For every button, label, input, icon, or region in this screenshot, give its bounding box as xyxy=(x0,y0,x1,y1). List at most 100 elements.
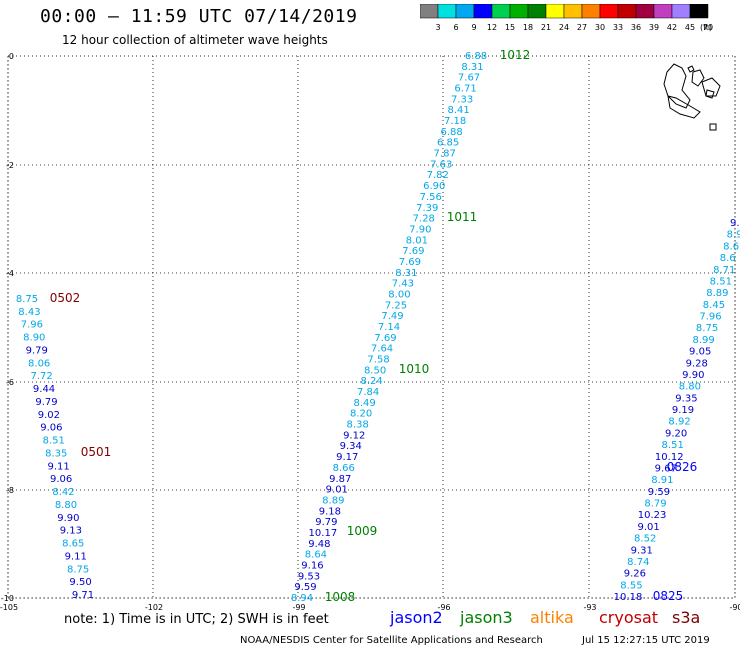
island-outline xyxy=(705,89,715,99)
track-b-value: 9.71 xyxy=(72,590,94,601)
scale-label: 39 xyxy=(649,23,659,32)
y-tick-label: -10 xyxy=(1,594,14,603)
track-a-value: 7.33 xyxy=(451,94,473,105)
credit-timestamp: Jul 15 12:27:15 UTC 2019 xyxy=(582,635,710,646)
track-a-value: 7.39 xyxy=(416,203,438,214)
scale-label: 30 xyxy=(595,23,605,32)
scale-label: 6 xyxy=(453,23,458,32)
track-a-value: 7.69 xyxy=(399,257,421,268)
track-b-value: 9.02 xyxy=(38,410,60,421)
track-c-value: 8.99 xyxy=(692,335,714,346)
legend-jason3: jason3 xyxy=(460,608,513,627)
track-a-value: 9.87 xyxy=(329,474,351,485)
track-a-value: 6.90 xyxy=(423,181,445,192)
track-a-value: 9.18 xyxy=(319,506,341,517)
credit-text: NOAA/NESDIS Center for Satellite Applica… xyxy=(240,635,543,646)
track-c-value: 8.45 xyxy=(703,300,725,311)
track-c-value: 8.55 xyxy=(620,580,642,591)
track-c-value: 9.01 xyxy=(637,522,659,533)
map-subtitle: 12 hour collection of altimeter wave hei… xyxy=(62,33,328,47)
color-scale: 3 6 9 12 15 18 21 24 27 30 33 36 39 42 45 70(ft) xyxy=(420,4,713,32)
scale-swatch xyxy=(689,4,709,19)
track-a-value: 7.25 xyxy=(385,300,407,311)
pass-label: 0825 xyxy=(653,589,684,603)
track-b-value: 7.96 xyxy=(21,320,43,331)
y-tick-label: -8 xyxy=(6,486,14,495)
track-b-value: 9.11 xyxy=(65,551,87,562)
track-a-value: 8.38 xyxy=(347,420,369,431)
track-c-value: 8.89 xyxy=(706,288,728,299)
scale-label: 12 xyxy=(487,23,497,32)
track-a-value: 7.18 xyxy=(444,116,466,127)
track-a-value: 9.16 xyxy=(301,560,323,571)
track-a-value: 6.85 xyxy=(437,138,459,149)
track-a-value: 10.17 xyxy=(309,528,338,539)
map-title: 00:00 – 11:59 UTC 07/14/2019 xyxy=(40,6,358,27)
x-tick-label: -99 xyxy=(292,603,305,612)
track-a-value: 8.50 xyxy=(364,365,386,376)
track-b-value: 8.75 xyxy=(16,294,38,305)
track-c-value: 8.51 xyxy=(710,276,732,287)
track-b-value: 9.44 xyxy=(33,384,55,395)
track-c-value: 8.74 xyxy=(627,557,649,568)
track-a-value: 7.69 xyxy=(402,246,424,257)
track-a-value: 8.24 xyxy=(360,376,382,387)
track-c-value: 9.0 xyxy=(730,218,740,229)
legend-jason2: jason2 xyxy=(390,608,443,627)
track-b-value: 9.90 xyxy=(57,513,79,524)
track-b-value: 8.42 xyxy=(52,487,74,498)
track-c-value: 8.6 xyxy=(720,253,736,264)
track-c-value: 8.52 xyxy=(634,534,656,545)
y-tick-label: 0 xyxy=(9,52,14,61)
legend-altika: altika xyxy=(530,608,574,627)
scale-label: 21 xyxy=(541,23,551,32)
y-tick-label: -6 xyxy=(6,378,14,387)
track-a-value: 8.49 xyxy=(354,398,376,409)
x-tick-label: -96 xyxy=(437,603,450,612)
track-b-value: 9.11 xyxy=(48,461,70,472)
track-b-value: 8.51 xyxy=(43,436,65,447)
track-c-value: 9.19 xyxy=(672,405,694,416)
plot-frame xyxy=(7,55,736,599)
track-a-value: 8.01 xyxy=(406,235,428,246)
scale-label: 36 xyxy=(631,23,641,32)
scale-label: 18 xyxy=(523,23,533,32)
track-a-value: 9.12 xyxy=(343,430,365,441)
track-a-value: 7.58 xyxy=(367,355,389,366)
track-c-value: 8.79 xyxy=(644,499,666,510)
scale-label: 27 xyxy=(577,23,587,32)
scale-label: 70 xyxy=(703,23,713,32)
track-a-value: 7.28 xyxy=(413,214,435,225)
track-c-value: 8.91 xyxy=(651,475,673,486)
track-a-value: 8.94 xyxy=(291,593,313,604)
track-a-value: 7.64 xyxy=(371,344,393,355)
track-c-value: 9.35 xyxy=(675,393,697,404)
track-b-value: 9.50 xyxy=(69,577,91,588)
track-b-value: 9.79 xyxy=(35,397,57,408)
pass-label: 0501 xyxy=(81,445,112,459)
track-a-value: 9.01 xyxy=(326,485,348,496)
track-a-value: 7.67 xyxy=(458,73,480,84)
scale-unit: (ft) xyxy=(700,23,712,32)
track-b-value: 9.13 xyxy=(60,526,82,537)
x-tick-label: -93 xyxy=(583,603,596,612)
pass-label: 1012 xyxy=(500,48,531,62)
scale-label: 42 xyxy=(667,23,677,32)
track-c-value: 9.28 xyxy=(686,358,708,369)
pass-label: 0826 xyxy=(667,460,698,474)
track-b-value: 8.06 xyxy=(28,358,50,369)
track-a-value: 7.56 xyxy=(420,192,442,203)
pass-label: 1011 xyxy=(447,210,478,224)
track-c-value: 8.9 xyxy=(727,230,740,241)
track-a-value: 7.90 xyxy=(409,224,431,235)
scale-label: 45 xyxy=(685,23,695,32)
scale-label: 15 xyxy=(505,23,515,32)
track-c-value: 8.92 xyxy=(668,417,690,428)
track-a-value: 8.00 xyxy=(388,289,410,300)
track-c-value: 8.75 xyxy=(696,323,718,334)
track-a-value: 8.31 xyxy=(395,268,417,279)
track-b-value: 9.06 xyxy=(40,423,62,434)
track-a-value: 7.14 xyxy=(378,322,400,333)
